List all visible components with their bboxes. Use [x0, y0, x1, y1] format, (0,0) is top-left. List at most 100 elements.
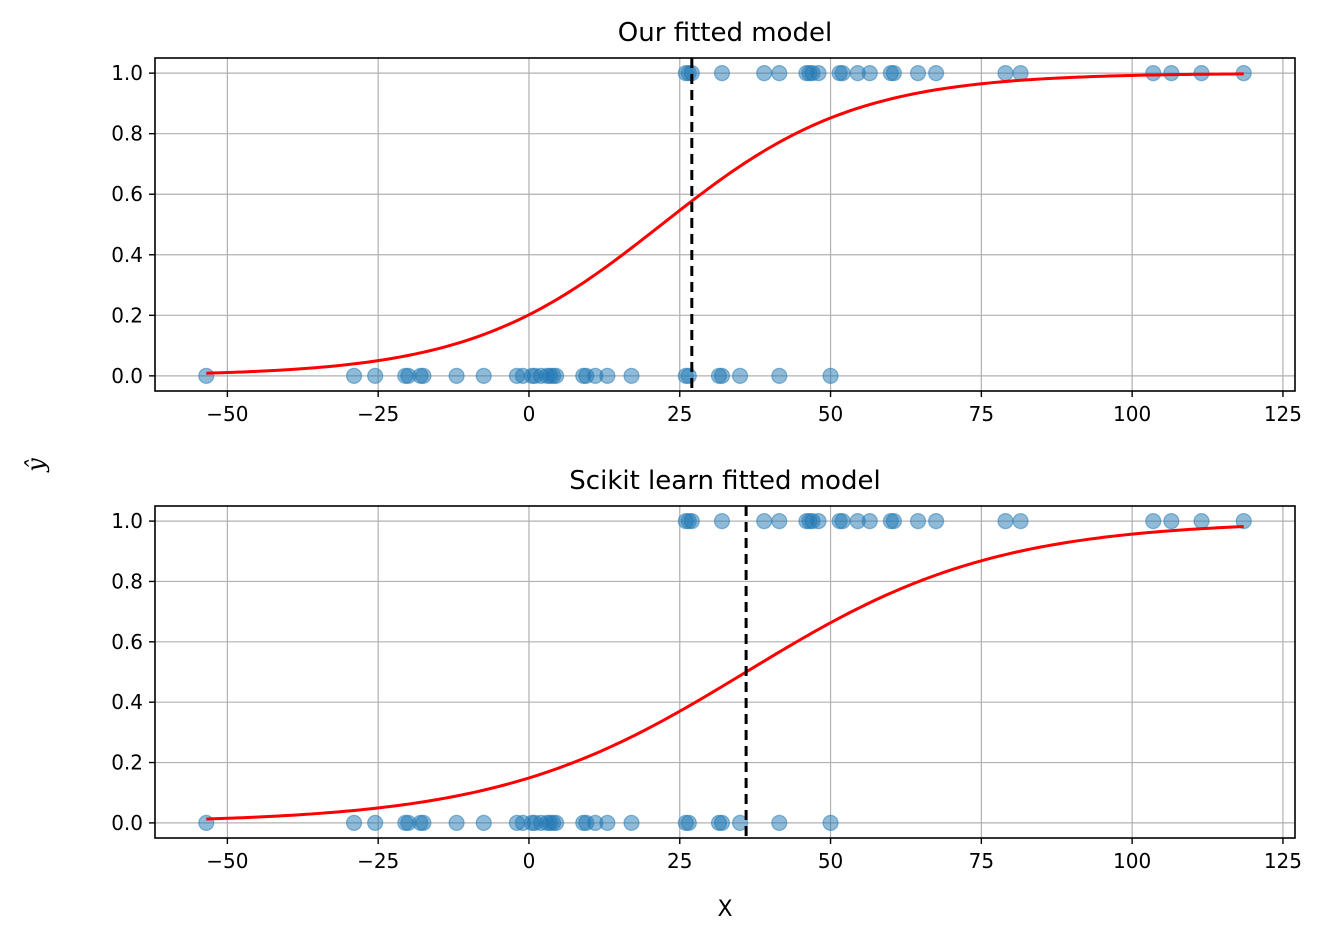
x-tick-label: 25 [667, 402, 692, 426]
data-point-y1 [1163, 512, 1180, 530]
data-point-y1 [997, 512, 1014, 530]
data-point-y1 [834, 65, 851, 82]
x-tick-label: −50 [206, 849, 248, 873]
y-tick-label: 0.0 [111, 811, 143, 835]
data-point-y1 [771, 512, 788, 530]
data-point-y1 [1012, 512, 1029, 530]
data-point-y0 [548, 814, 565, 832]
sigmoid-curve [206, 72, 1244, 375]
sigmoid-curve [206, 525, 1244, 821]
data-point-y1 [1012, 65, 1029, 82]
data-point-y0 [415, 367, 432, 384]
data-point-y1 [1235, 512, 1252, 530]
x-tick-label: 75 [969, 849, 994, 873]
ticks: −50 −25 0 25 50 75 100 125 0.0 0.2 0.4 0.6 0.8 1.0 [111, 509, 1302, 873]
data-point-y0 [771, 367, 788, 384]
data-point-y0 [367, 367, 384, 384]
data-point-y0 [599, 814, 616, 832]
data-point-y1 [771, 65, 788, 82]
ticks: −50 −25 0 25 50 75 100 125 0.0 0.2 0.4 0.6 0.8 1.0 [111, 61, 1302, 426]
x-tick-label: −25 [357, 849, 399, 873]
data-point-y1 [1145, 512, 1162, 530]
data-point-y0 [713, 367, 731, 384]
x-tick-label: −25 [357, 402, 399, 426]
data-point-y0 [367, 814, 384, 832]
x-tick-label: 25 [667, 849, 692, 873]
top-subplot: Our fitted model −50 −25 0 25 50 75 100 125 0.0 0… [111, 18, 1302, 426]
subplot-title: Our fitted model [618, 18, 832, 48]
data-point-y1 [1193, 512, 1210, 530]
bottom-subplot: Scikit learn fitted model X −50 −25 0 25 50 7… [111, 466, 1302, 922]
data-point-y0 [713, 814, 731, 832]
y-tick-label: 0.6 [111, 630, 143, 654]
x-axis-label: X [717, 897, 732, 922]
data-point-y0 [475, 814, 492, 832]
y-tick-label: 0.8 [111, 569, 143, 593]
y-tick-label: 0.2 [111, 303, 143, 327]
data-point-y0 [822, 367, 839, 384]
x-tick-label: 0 [523, 849, 536, 873]
data-point-y0 [680, 367, 697, 384]
data-point-y1 [713, 512, 731, 530]
x-tick-label: 50 [818, 849, 843, 873]
data-point-y1 [885, 65, 902, 82]
data-points [198, 512, 1252, 832]
data-point-y0 [448, 814, 465, 832]
y-tick-label: 0.4 [111, 690, 143, 714]
data-point-y0 [771, 814, 788, 832]
data-points [198, 65, 1252, 384]
data-point-y0 [475, 367, 492, 384]
data-point-y1 [885, 512, 902, 530]
data-point-y1 [1145, 65, 1162, 82]
data-point-y1 [909, 512, 927, 530]
y-tick-label: 0.2 [111, 751, 143, 775]
x-tick-label: 0 [523, 402, 536, 426]
data-point-y0 [731, 814, 749, 832]
x-tick-label: −50 [206, 402, 248, 426]
data-point-y0 [623, 814, 640, 832]
data-point-y0 [415, 814, 432, 832]
x-tick-label: 50 [818, 402, 843, 426]
subplot-title: Scikit learn fitted model [569, 466, 880, 496]
data-point-y0 [599, 367, 616, 384]
grid-lines [155, 506, 1295, 838]
data-point-y0 [822, 814, 839, 832]
axes-frame [154, 505, 1296, 839]
axes-frame [154, 57, 1296, 392]
y-tick-label: 1.0 [111, 509, 143, 533]
grid-lines [155, 58, 1295, 391]
data-point-y1 [713, 65, 731, 82]
data-point-y1 [861, 65, 878, 82]
data-point-y0 [198, 367, 215, 384]
data-point-y1 [928, 65, 945, 82]
data-point-y0 [731, 367, 749, 384]
data-point-y1 [810, 65, 827, 82]
data-point-y1 [683, 512, 700, 530]
y-tick-label: 0.0 [111, 364, 143, 388]
x-tick-label: 75 [969, 402, 994, 426]
data-point-y0 [345, 814, 363, 832]
y-tick-label: 0.6 [111, 182, 143, 206]
data-point-y1 [756, 512, 773, 530]
data-point-y1 [810, 512, 827, 530]
y-tick-label: 1.0 [111, 61, 143, 85]
x-tick-label: 100 [1113, 402, 1151, 426]
data-point-y1 [834, 512, 851, 530]
data-point-y1 [756, 65, 773, 82]
x-tick-label: 100 [1113, 849, 1151, 873]
data-point-y0 [448, 367, 465, 384]
data-point-y0 [345, 367, 363, 384]
y-tick-label: 0.4 [111, 243, 143, 267]
x-tick-label: 125 [1264, 849, 1302, 873]
x-tick-label: 125 [1264, 402, 1302, 426]
data-point-y1 [861, 512, 878, 530]
y-tick-label: 0.8 [111, 122, 143, 146]
shared-y-axis-label: ŷ [22, 458, 50, 473]
data-point-y1 [928, 512, 945, 530]
data-point-y1 [909, 65, 927, 82]
data-point-y0 [548, 367, 565, 384]
data-point-y1 [997, 65, 1014, 82]
data-point-y0 [623, 367, 640, 384]
data-point-y0 [680, 814, 697, 832]
